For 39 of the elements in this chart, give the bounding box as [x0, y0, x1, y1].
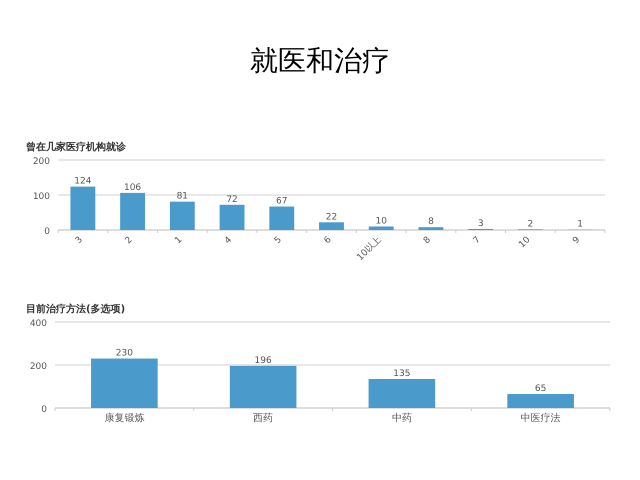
data-label: 10 — [376, 216, 388, 226]
data-label: 22 — [326, 212, 338, 222]
y-tick-label: 0 — [41, 405, 48, 415]
x-tick-label: 3 — [74, 235, 85, 246]
x-tick-label: 8 — [422, 234, 434, 246]
data-label: 230 — [116, 348, 134, 359]
data-label: 1 — [577, 220, 584, 230]
y-tick-label: 100 — [32, 192, 50, 202]
data-label: 124 — [74, 176, 92, 187]
data-label: 8 — [428, 217, 434, 228]
data-label: 2 — [528, 219, 534, 230]
x-tick-label: 10以上 — [354, 234, 384, 263]
chart-title: 就医和治疗 — [250, 44, 390, 77]
data-label: 3 — [478, 218, 484, 229]
x-tick-label: 10 — [517, 234, 533, 250]
x-tick-label: 5 — [272, 235, 284, 246]
y-tick-label: 200 — [32, 157, 50, 167]
data-label: 135 — [393, 368, 410, 379]
chart-subtitle: 目前治疗方法(多选项) — [26, 303, 126, 315]
x-tick-label: 6 — [322, 234, 334, 246]
y-tick-label: 200 — [30, 362, 48, 372]
x-tick-label: 2 — [124, 235, 135, 246]
x-tick-label: 7 — [472, 235, 483, 246]
data-label: 106 — [124, 182, 142, 193]
x-tick-label: 9 — [571, 234, 582, 246]
x-tick-label: 中药 — [392, 412, 412, 424]
x-tick-label: 康复锻炼 — [104, 412, 144, 424]
x-tick-label: 4 — [223, 234, 234, 246]
x-tick-label: 1 — [173, 235, 184, 246]
y-tick-label: 400 — [30, 319, 48, 329]
data-label: 81 — [176, 192, 188, 202]
x-tick-label: 中医疗法 — [520, 412, 561, 424]
x-tick-label: 西药 — [253, 412, 274, 424]
data-label: 72 — [226, 194, 238, 205]
chart-subtitle: 曾在几家医疗机构就诊 — [26, 141, 127, 153]
y-tick-label: 0 — [44, 227, 50, 237]
data-label: 196 — [254, 356, 272, 366]
data-label: 67 — [276, 196, 288, 207]
data-label: 65 — [534, 384, 546, 394]
